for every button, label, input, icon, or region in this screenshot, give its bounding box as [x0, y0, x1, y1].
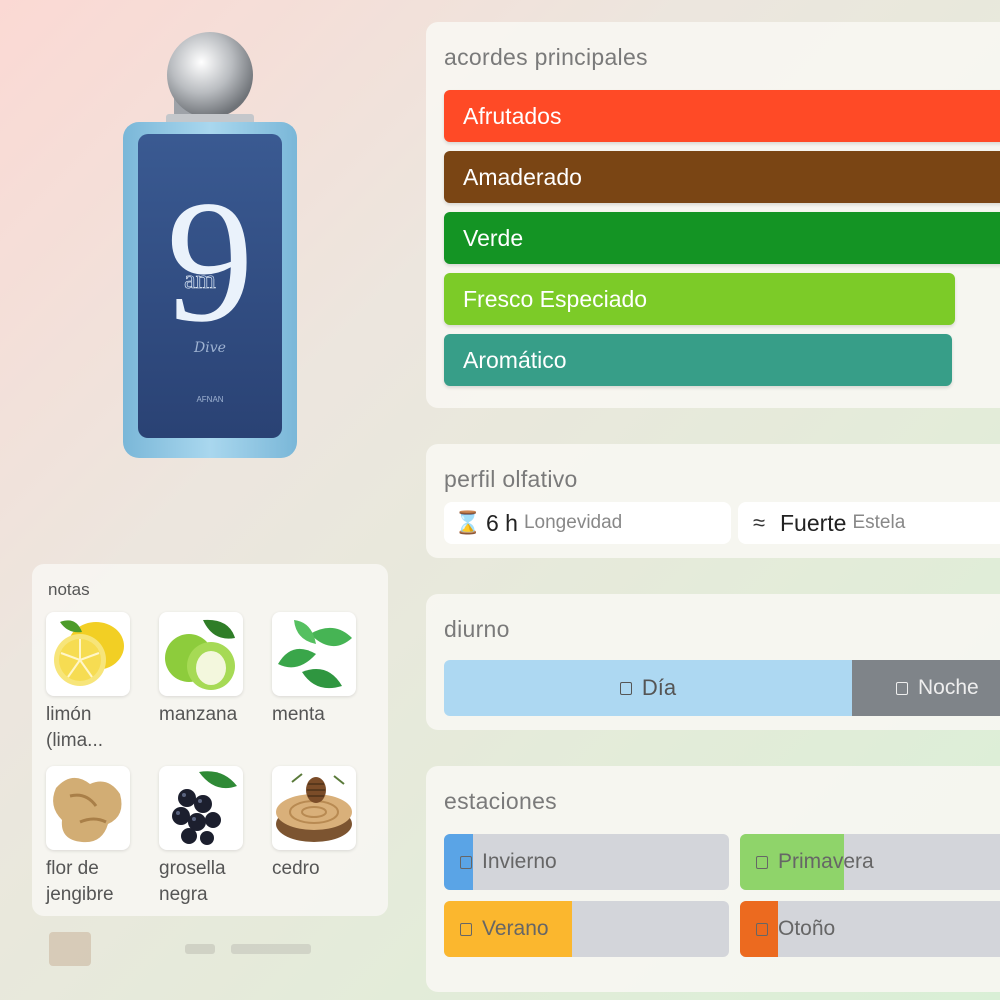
svg-text:am: am	[184, 265, 216, 294]
season-verano: Verano	[444, 901, 729, 957]
svg-text:Dive: Dive	[193, 340, 226, 356]
accords-card: acordes principales Afrutados Amaderado …	[426, 22, 1000, 408]
note-label: limón (lima...	[46, 704, 103, 751]
note-label: menta	[272, 704, 325, 725]
svg-text:9: 9	[166, 164, 254, 358]
season-label: Invierno	[482, 850, 557, 873]
season-otono: Otoño	[740, 901, 1000, 957]
diurno-title: diurno	[444, 616, 510, 642]
mint-icon	[272, 612, 356, 696]
note-item-menta[interactable]: menta	[272, 612, 372, 754]
notes-card: notas limón (lima... manzana menta flor …	[32, 564, 388, 916]
season-label: Primavera	[778, 850, 874, 873]
note-item-grosella[interactable]: grosella negra	[159, 766, 259, 908]
perfume-bottle-image: 9 am Dive AFNAN	[110, 30, 310, 470]
waves-icon: ≈	[752, 510, 766, 535]
longevity-label: Longevidad	[523, 512, 623, 533]
accord-bar: Aromático	[444, 334, 952, 386]
accord-bar: Fresco Especiado	[444, 273, 955, 325]
cedar-icon	[272, 766, 356, 850]
season-fill	[444, 834, 473, 890]
note-item-jengibre[interactable]: flor de jengibre	[46, 766, 146, 908]
estaciones-title: estaciones	[444, 788, 557, 814]
ginger-icon	[46, 766, 130, 850]
diurno-card: diurno Día Noche	[426, 594, 1000, 730]
season-label: Verano	[482, 917, 549, 940]
blurred-thumbnail-strip	[45, 930, 325, 970]
accord-bar: Afrutados	[444, 90, 1000, 142]
sillage-label: Estela	[852, 512, 906, 533]
apple-icon	[159, 612, 243, 696]
accord-bar: Verde	[444, 212, 1000, 264]
moon-icon	[896, 681, 908, 695]
lemon-icon	[46, 612, 130, 696]
note-label: grosella negra	[159, 858, 226, 905]
day-night-bar: Día Noche	[444, 660, 1000, 716]
blackcurrant-icon	[159, 766, 243, 850]
accords-title: acordes principales	[444, 44, 648, 70]
snowflake-icon	[460, 856, 472, 869]
note-label: manzana	[159, 704, 238, 725]
longevity-value: 6 h	[486, 509, 518, 536]
longevity-box: ⌛ 6 h Longevidad	[444, 502, 731, 544]
sun-icon	[460, 923, 472, 936]
sillage-box: ≈ Fuerte Estela	[738, 502, 1000, 544]
day-label: Día	[641, 675, 677, 700]
perfil-card: perfil olfativo ⌛ 6 h Longevidad ≈ Fuert…	[426, 444, 1000, 558]
leaf-icon	[756, 923, 768, 936]
night-segment: Noche	[852, 660, 1000, 716]
night-label: Noche	[918, 676, 979, 699]
note-label: flor de jengibre	[46, 858, 114, 905]
season-label: Otoño	[778, 917, 836, 940]
svg-text:AFNAN: AFNAN	[196, 395, 223, 404]
sillage-value: Fuerte	[780, 509, 847, 536]
perfil-title: perfil olfativo	[444, 466, 578, 492]
season-primavera: Primavera	[740, 834, 1000, 890]
season-fill	[444, 901, 573, 957]
notes-title: notas	[48, 580, 90, 599]
sun-icon	[619, 681, 632, 695]
note-item-limon[interactable]: limón (lima...	[46, 612, 146, 754]
season-fill	[740, 901, 778, 957]
flower-icon	[756, 856, 768, 869]
season-invierno: Invierno	[444, 834, 729, 890]
note-item-manzana[interactable]: manzana	[159, 612, 259, 754]
hourglass-icon: ⌛	[454, 510, 482, 535]
accord-bar: Amaderado	[444, 151, 1000, 203]
estaciones-card: estaciones Invierno Primavera Verano Oto…	[426, 766, 1000, 992]
note-label: cedro	[272, 858, 320, 879]
day-segment: Día	[444, 660, 852, 716]
season-fill	[740, 834, 845, 890]
note-item-cedro[interactable]: cedro	[272, 766, 372, 908]
